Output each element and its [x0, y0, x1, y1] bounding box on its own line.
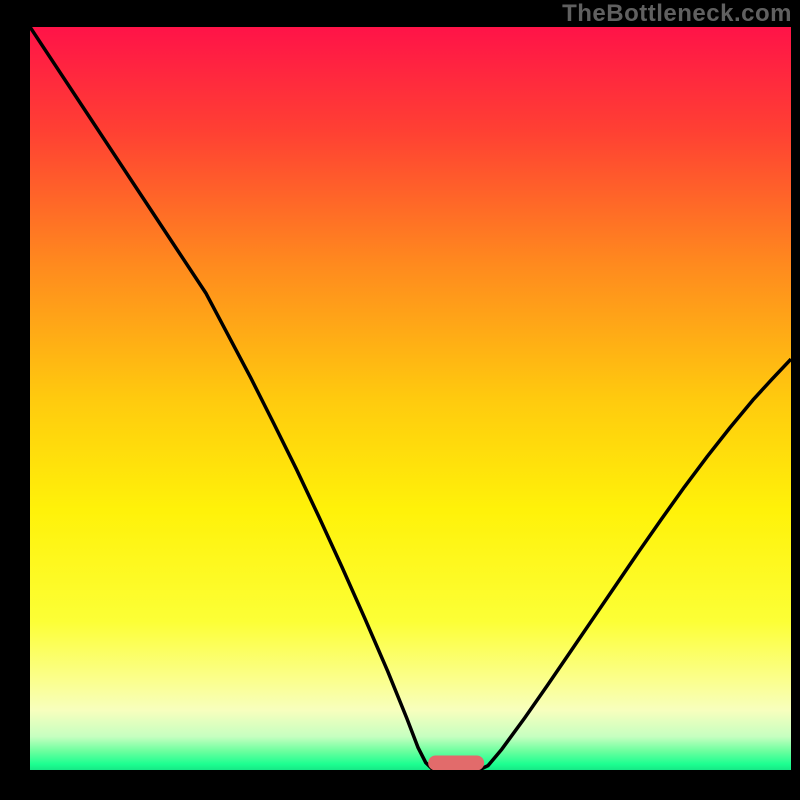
chart-frame: TheBottleneck.com: [0, 0, 800, 800]
optimum-marker: [428, 755, 484, 770]
plot-area: [30, 27, 791, 770]
gradient-background: [30, 27, 791, 770]
plot-svg: [30, 27, 791, 770]
watermark-text: TheBottleneck.com: [562, 0, 792, 28]
